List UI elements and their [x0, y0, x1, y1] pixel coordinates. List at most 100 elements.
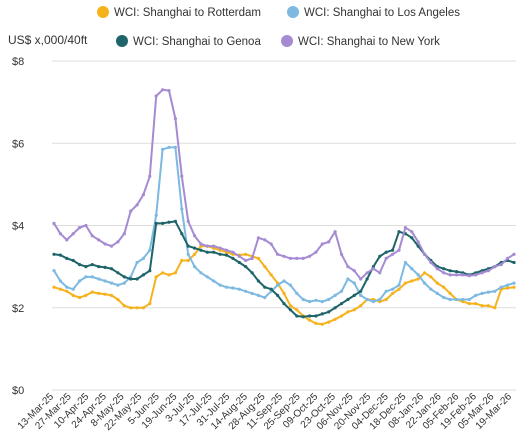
data-point [263, 238, 267, 242]
data-point [493, 265, 497, 269]
data-point [410, 267, 414, 271]
data-point [282, 291, 286, 295]
data-point [141, 273, 145, 277]
data-point [84, 265, 88, 269]
data-point [218, 252, 222, 256]
data-point [122, 304, 126, 308]
data-point [269, 242, 273, 246]
data-point [301, 297, 305, 302]
data-point [52, 252, 56, 256]
data-point [391, 291, 395, 295]
data-point [512, 281, 516, 285]
data-point [474, 273, 478, 277]
data-point [346, 310, 350, 314]
legend: WCI: Shanghai to Rotterdam WCI: Shanghai … [97, 6, 460, 48]
data-point [359, 293, 363, 297]
data-point [161, 88, 165, 92]
data-point [282, 254, 286, 258]
data-point [288, 304, 292, 308]
data-point [269, 287, 273, 291]
data-point [429, 287, 433, 291]
data-point [199, 242, 203, 246]
data-point [193, 246, 197, 250]
data-point [116, 240, 120, 244]
data-point [244, 265, 248, 269]
data-point [212, 250, 216, 254]
data-point [435, 267, 439, 271]
data-point [339, 252, 344, 256]
data-point [359, 277, 363, 281]
data-point [442, 295, 446, 300]
data-point [135, 203, 139, 207]
data-point [52, 285, 56, 289]
data-point [116, 271, 120, 275]
data-point [78, 263, 82, 267]
data-point [333, 293, 337, 297]
data-point [327, 310, 331, 314]
data-point [256, 293, 260, 297]
data-point [65, 256, 69, 260]
data-point [461, 297, 465, 302]
legend-label: WCI: Shanghai to Los Angeles [304, 7, 460, 19]
data-point [180, 207, 184, 211]
data-point [416, 277, 420, 281]
data-point [276, 252, 280, 256]
data-point [435, 291, 439, 295]
data-point [346, 297, 350, 302]
data-point [320, 312, 324, 316]
data-point [429, 275, 433, 279]
data-point [448, 297, 452, 302]
data-point [244, 289, 248, 293]
data-point [346, 265, 350, 269]
data-point [84, 293, 88, 297]
data-point [365, 297, 369, 302]
data-point [512, 252, 516, 256]
data-point [486, 269, 490, 273]
data-point [314, 250, 318, 254]
data-point [218, 283, 222, 287]
data-point [346, 277, 350, 281]
data-point [339, 302, 344, 306]
data-point [97, 265, 101, 269]
data-point [148, 174, 152, 178]
data-point [141, 306, 145, 310]
data-point [173, 145, 177, 149]
data-point [52, 269, 56, 273]
data-point [474, 302, 478, 306]
legend-label: WCI: Shanghai to Genoa [133, 36, 261, 48]
data-point [378, 297, 382, 302]
data-point [58, 253, 63, 257]
data-point [403, 260, 407, 265]
data-point [58, 232, 63, 236]
data-point [327, 320, 331, 324]
data-point [263, 295, 267, 300]
data-point [103, 265, 107, 269]
data-point [109, 293, 114, 297]
data-point [231, 250, 235, 254]
data-point [486, 290, 490, 294]
data-point [173, 117, 177, 121]
legend-label: WCI: Shanghai to Rotterdam [114, 7, 261, 19]
data-point [141, 256, 145, 260]
data-point [391, 252, 395, 256]
data-point [84, 275, 88, 279]
data-point [423, 271, 427, 275]
data-point [250, 291, 254, 295]
data-point [423, 252, 427, 256]
data-point [109, 267, 114, 271]
data-point [282, 302, 286, 306]
series-line [53, 88, 515, 280]
data-point [352, 269, 356, 273]
data-point [244, 258, 248, 263]
data-point [237, 254, 241, 258]
data-point [442, 267, 446, 271]
data-point [141, 193, 145, 197]
data-point [506, 256, 510, 260]
data-point [193, 265, 197, 269]
data-point [397, 248, 401, 252]
data-point [352, 281, 356, 285]
data-point [429, 260, 433, 265]
data-point [486, 304, 490, 308]
data-point [212, 279, 216, 283]
data-point [193, 252, 197, 256]
